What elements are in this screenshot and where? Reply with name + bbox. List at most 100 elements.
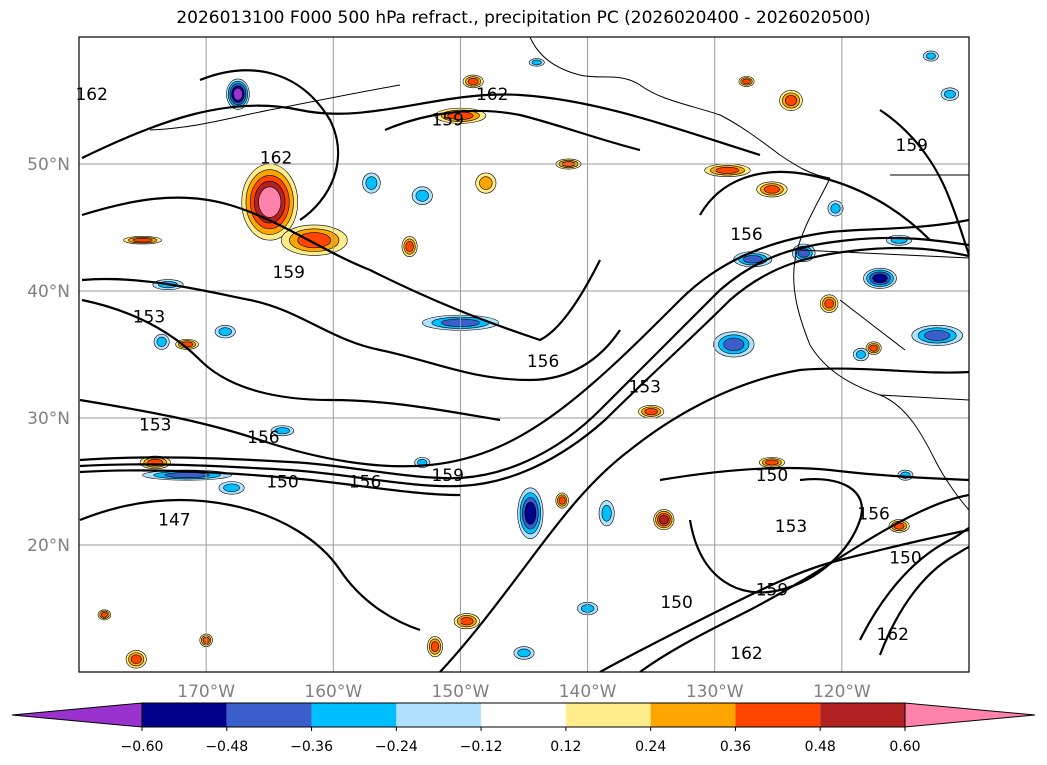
colorbar-bin [650,703,736,727]
precip-cell [280,224,348,256]
precip-cell [756,181,788,198]
colorbar-bin [820,703,905,727]
contour-line [879,109,969,256]
plot-frame [78,36,970,673]
colorbar-bin [481,703,566,727]
contour-label: 162 [75,85,107,105]
precip-cell [827,200,844,217]
precip-cell [462,74,484,89]
contour-label: 159 [896,136,928,156]
contour-label: 159 [756,580,788,600]
precip-cell [940,87,960,101]
precip-cell [153,333,170,350]
contour-label: 162 [260,149,292,169]
precip-cell [911,324,963,346]
contour-line [878,545,969,656]
contour-label: 162 [476,85,508,105]
contour-label: 162 [876,625,908,645]
contour-line [699,170,931,241]
precip-cell [411,186,433,205]
colorbar-bin [226,703,312,727]
precip-cell [226,78,250,110]
contour-line [79,218,969,468]
contour-line [81,298,501,422]
contour-lines [79,69,969,672]
precip-cell [453,613,480,630]
precip-cell [475,172,497,194]
contour-label: 156 [730,225,762,245]
precip-cell [886,234,913,246]
precip-cell [638,404,665,419]
colorbar-extend-max [904,702,1036,728]
contour-label: 156 [527,352,559,372]
contour-line [79,498,421,632]
precip-cell [598,500,615,527]
precip-cell [758,457,785,468]
contour-label: 150 [660,593,692,613]
precip-cell [401,236,418,258]
mexico-border [879,394,969,401]
precip-cell [123,236,162,245]
colorbar-bin [735,703,821,727]
contour-line [81,277,621,382]
colorbar-bin [311,703,397,727]
contour-line [859,527,969,641]
contour-line [384,109,641,152]
alaska-coastline [529,37,831,179]
contour-line [199,69,340,221]
precip-cell [863,267,897,289]
precip-cell [779,90,803,111]
lon-tick-label: 140°W [559,682,617,702]
contour-label: 153 [629,377,661,397]
precip-cell [865,341,882,355]
contour-label: 153 [775,517,807,537]
aleutian-islands [149,84,401,131]
contour-label: 156 [247,428,279,448]
coastlines [149,37,969,511]
colorbar-frame [141,702,906,728]
precip-cell [528,58,545,67]
precip-cell [704,163,751,177]
contour-label: 159 [431,466,463,486]
contour-line [79,236,969,480]
colorbar-bin [396,703,482,727]
precip-cell [555,492,569,509]
lon-tick-label: 150°W [432,682,490,702]
contour-line [659,466,969,482]
colorbar-tick-label: −0.24 [375,739,418,755]
longitude-labels: 170°W 160°W 150°W 140°W 130°W 120°W [177,682,871,702]
precip-cell [852,347,869,362]
colorbar-bin [565,703,651,727]
state-border [839,299,906,351]
contour-line [599,528,969,672]
precip-cell [653,509,675,531]
lon-tick-label: 130°W [686,682,744,702]
colorbar-tick-label: −0.60 [121,739,164,755]
colorbar-bin [142,703,227,727]
contour-line [79,469,461,497]
precip-cell [513,646,535,660]
contour-label: 153 [139,415,171,435]
contour-line [439,367,969,672]
lon-tick-label: 170°W [177,682,235,702]
colorbar-tick-label: −0.12 [460,739,503,755]
precip-cell [241,163,298,241]
colorbar: −0.60 −0.48 −0.36 −0.24 −0.12 0.12 0.24 0.36 0.4… [11,702,1036,755]
precip-cell [922,50,939,62]
precip-cell [897,469,914,481]
contour-labels: 162 162 162 159 159 156 159 153 156 153 153 156 159 1… [75,85,928,664]
lat-tick-label: 30°N [27,409,70,429]
lon-tick-label: 160°W [304,682,362,702]
precip-cell [819,294,839,313]
contour-label: 156 [349,473,381,493]
contour-label: 150 [889,549,921,569]
lat-tick-label: 20°N [27,536,70,556]
precip-cell [427,636,443,658]
precip-cell [270,425,295,437]
colorbar-tick-label: 0.48 [805,739,836,755]
lat-tick-label: 50°N [27,155,70,175]
contour-label: 159 [273,263,305,283]
precip-cell [517,487,544,539]
colorbar-tick-label: −0.48 [205,739,248,755]
precip-cell [97,609,112,621]
